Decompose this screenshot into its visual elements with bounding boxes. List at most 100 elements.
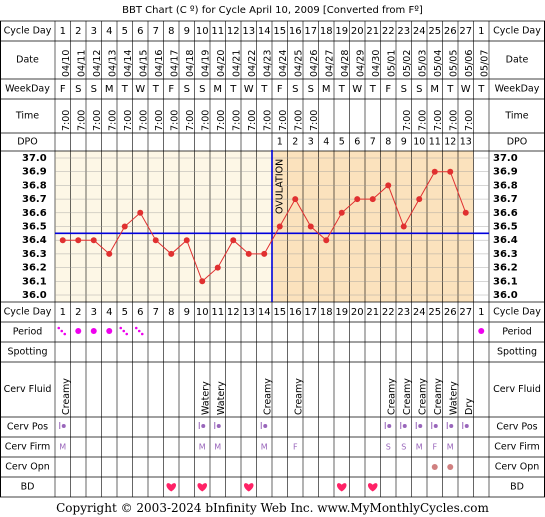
temperature-point [416, 196, 423, 203]
ytick-right: 36.0 [493, 290, 518, 301]
period-dot [106, 328, 113, 334]
cycle-day-number-bottom: 18 [320, 307, 333, 318]
weekday-label: S [416, 84, 422, 95]
cerv-firm-label: S [401, 443, 406, 452]
cerv-fluid-label: Watery [448, 381, 459, 415]
weekday-label: S [308, 84, 314, 95]
cerv-firm-label: F [432, 443, 437, 452]
weekday-label: M [430, 84, 439, 95]
cycle-day-number-bottom: 8 [168, 307, 174, 318]
period-dot [75, 328, 82, 334]
date-label: 04/27 [324, 50, 335, 77]
ytick-left: 36.2 [22, 263, 47, 274]
time-label: 7:00 [433, 110, 444, 131]
time-label: 7:00 [417, 110, 428, 131]
cycle-day-number: 16 [289, 26, 302, 37]
cycle-day-number-bottom: 27 [459, 307, 472, 318]
row-label-right-cerv-pos: Cerv Pos [496, 422, 537, 433]
row-label-right-time: Time [504, 111, 528, 122]
time-label: 7:00 [278, 110, 289, 131]
cycle-day-number-bottom: 1 [478, 307, 484, 318]
cycle-day-number: 4 [106, 26, 112, 37]
date-label: 04/10 [61, 50, 72, 77]
cycle-day-number-bottom: 22 [382, 307, 395, 318]
cycle-day-number-bottom: 26 [444, 307, 457, 318]
cycle-day-number-bottom: 5 [122, 307, 128, 318]
cycle-day-number-bottom: 19 [335, 307, 348, 318]
cycle-day-number-bottom: 9 [184, 307, 190, 318]
cerv-firm-label: M [447, 443, 454, 452]
temperature-point [276, 223, 283, 230]
period-dot-small [140, 332, 144, 336]
cerv-pos-dot [433, 424, 438, 428]
temperature-point [323, 237, 330, 244]
period-dot-small [60, 329, 64, 333]
date-label: 05/06 [464, 50, 475, 77]
date-label: 05/02 [402, 50, 413, 77]
ytick-right: 36.3 [493, 249, 518, 260]
date-label: 04/15 [138, 50, 149, 77]
date-label: 04/13 [107, 50, 118, 77]
period-dot [90, 328, 97, 334]
cycle-day-number-bottom: 16 [289, 307, 302, 318]
row-label-time: Time [15, 111, 39, 122]
cycle-day-number-bottom: 6 [137, 307, 143, 318]
temperature-point [183, 237, 190, 244]
date-label: 04/22 [247, 50, 258, 77]
date-label: 04/17 [169, 50, 180, 77]
weekday-label: F [168, 84, 174, 95]
row-label-right-weekday: WeekDay [495, 84, 540, 95]
cerv-fluid-label: Creamy [386, 378, 397, 415]
cycle-day-number-bottom: 10 [196, 307, 209, 318]
date-label: 04/20 [216, 50, 227, 77]
cerv-fluid-label: Creamy [61, 378, 72, 415]
row-label-spotting: Spotting [7, 347, 47, 358]
period-dot-small [119, 326, 123, 330]
cerv-fluid-label: Creamy [433, 378, 444, 415]
weekday-label: F [60, 84, 66, 95]
bd-heart-icon [197, 483, 208, 492]
temperature-point [338, 209, 345, 216]
cerv-pos-dot [263, 424, 268, 428]
ytick-left: 36.0 [22, 290, 47, 301]
ovulation-label: OVULATION [275, 159, 286, 214]
cycle-day-number-bottom: 3 [91, 307, 97, 318]
weekday-label: S [292, 84, 298, 95]
cycle-day-number: 21 [366, 26, 379, 37]
cycle-day-number-bottom: 1 [60, 307, 66, 318]
cerv-fluid-label: Watery [216, 381, 227, 415]
date-label: 04/12 [92, 50, 103, 77]
row-label-cerv-fluid: Cerv Fluid [4, 384, 52, 395]
weekday-label: W [135, 84, 145, 95]
time-label: 7:00 [76, 110, 87, 131]
dpo-number: 10 [413, 137, 425, 148]
row-label-right-period: Period [502, 327, 532, 338]
cerv-firm-label: M [59, 443, 66, 452]
time-label: 7:00 [123, 110, 134, 131]
cerv-pos-dot [216, 424, 221, 428]
temperature-point [199, 278, 206, 285]
time-label: 7:00 [92, 110, 103, 131]
copyright-text: Copyright © 2003-2024 bInfinity Web Inc.… [56, 501, 489, 515]
cycle-day-number: 10 [196, 26, 209, 37]
date-label: 04/19 [200, 50, 211, 77]
weekday-label: T [260, 84, 268, 95]
cycle-day-number: 6 [137, 26, 143, 37]
bd-heart-icon [336, 483, 347, 492]
weekday-label: M [213, 84, 222, 95]
cycle-day-number: 12 [227, 26, 240, 37]
cycle-day-number-bottom: 15 [273, 307, 286, 318]
cycle-day-number: 18 [320, 26, 333, 37]
weekday-label: T [338, 84, 346, 95]
time-label: 7:00 [402, 110, 413, 131]
ytick-left: 36.7 [22, 194, 47, 205]
cerv-firm-label: S [386, 443, 391, 452]
cycle-day-number: 26 [444, 26, 457, 37]
cycle-day-number: 9 [184, 26, 190, 37]
row-label-right-cycle-day2: Cycle Day [493, 307, 541, 318]
cycle-day-number-bottom: 11 [211, 307, 224, 318]
temperature-point [385, 182, 392, 189]
cycle-day-number-bottom: 23 [397, 307, 410, 318]
date-label: 05/01 [386, 50, 397, 77]
time-label: 7:00 [216, 110, 227, 131]
